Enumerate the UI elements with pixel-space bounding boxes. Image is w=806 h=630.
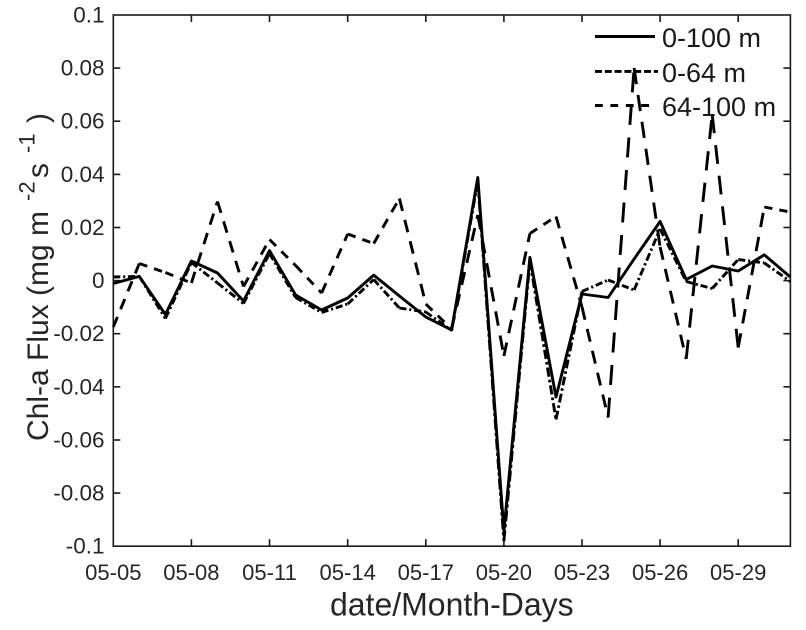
svg-text:05-11: 05-11 — [242, 560, 297, 585]
svg-text:0.08: 0.08 — [61, 56, 105, 81]
svg-text:Chl-a Flux (mg m-2s-1): Chl-a Flux (mg m-2s-1) — [15, 113, 56, 441]
svg-text:05-05: 05-05 — [85, 560, 141, 585]
svg-text:05-17: 05-17 — [398, 560, 454, 585]
svg-text:05-20: 05-20 — [476, 560, 532, 585]
svg-text:05-26: 05-26 — [632, 560, 688, 585]
svg-text:0.06: 0.06 — [61, 109, 105, 134]
svg-text:date/Month-Days: date/Month-Days — [330, 587, 574, 623]
svg-text:-0.02: -0.02 — [53, 321, 104, 346]
svg-text:0.02: 0.02 — [61, 215, 105, 240]
svg-text:-0.08: -0.08 — [53, 481, 104, 506]
svg-text:05-14: 05-14 — [320, 560, 376, 585]
svg-text:0.04: 0.04 — [61, 162, 105, 187]
svg-text:0-64 m: 0-64 m — [662, 58, 746, 88]
svg-text:05-29: 05-29 — [710, 560, 766, 585]
svg-text:-0.1: -0.1 — [66, 534, 105, 559]
svg-text:-0.04: -0.04 — [53, 374, 104, 399]
svg-text:0.1: 0.1 — [73, 3, 104, 28]
svg-text:0-100 m: 0-100 m — [662, 23, 761, 53]
svg-text:-0.06: -0.06 — [53, 428, 104, 453]
svg-text:05-23: 05-23 — [554, 560, 610, 585]
svg-text:64-100 m: 64-100 m — [662, 92, 776, 122]
svg-text:0: 0 — [92, 268, 105, 293]
svg-text:05-08: 05-08 — [163, 560, 219, 585]
